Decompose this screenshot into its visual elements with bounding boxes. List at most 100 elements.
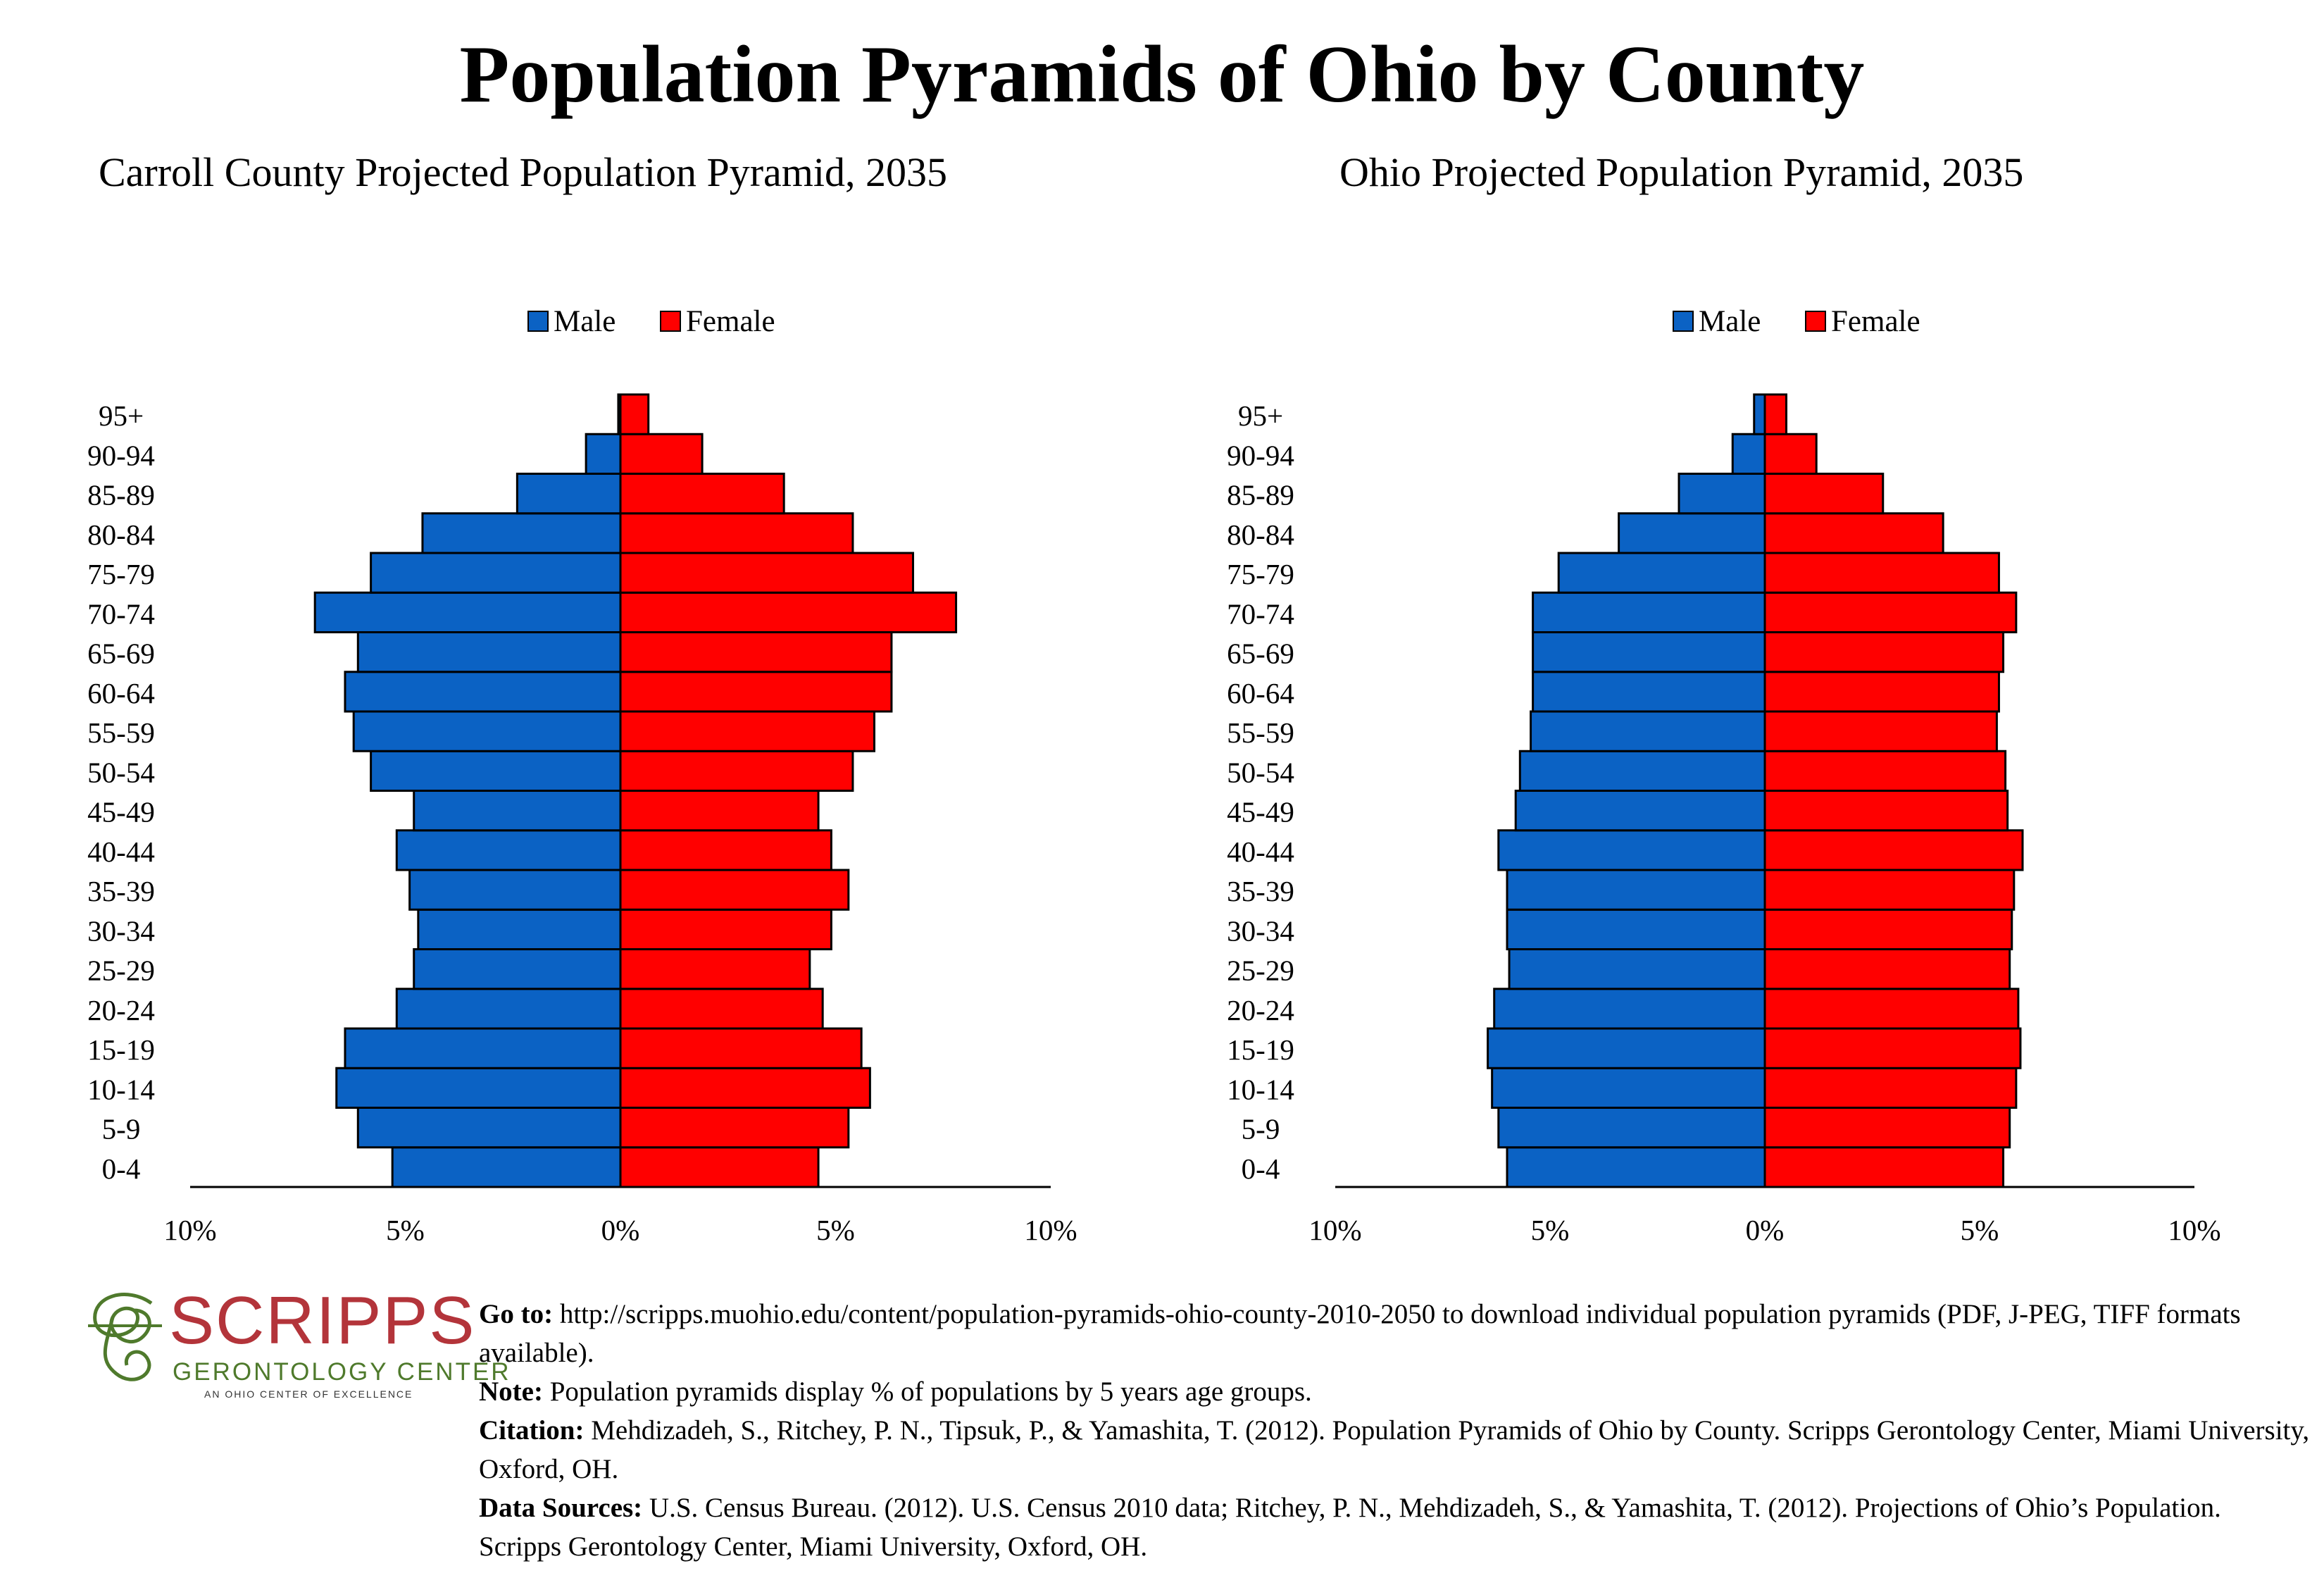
ohio-male-bar-65-69 xyxy=(1532,631,1766,673)
scripps-logo: SCRIPPS GERONTOLOGY CENTER AN OHIO CENTE… xyxy=(85,1282,509,1402)
ohio-age-label-50-54: 50-54 xyxy=(1227,756,1294,788)
ohio-legend-male-label: Male xyxy=(1699,305,1761,338)
carroll-age-label-20-24: 20-24 xyxy=(87,994,155,1026)
ohio-female-bar-15-19 xyxy=(1763,1027,2022,1069)
carroll-age-label-30-34: 30-34 xyxy=(87,914,155,947)
ohio-tick-label-4: 10% xyxy=(2168,1214,2220,1246)
ohio-male-bar-95+ xyxy=(1753,393,1766,435)
carroll-age-label-10-14: 10-14 xyxy=(87,1073,155,1105)
ohio-tick-label-0: 10% xyxy=(1308,1214,1361,1246)
carroll-tick-label-0: 10% xyxy=(163,1214,216,1246)
carroll-legend-female-swatch xyxy=(660,311,681,332)
carroll-female-bar-45-49 xyxy=(619,790,820,832)
note-label: Note: xyxy=(479,1376,543,1407)
carroll-female-bar-10-14 xyxy=(619,1067,871,1109)
ohio-female-bar-85-89 xyxy=(1763,473,1885,515)
ohio-tick-label-2: 0% xyxy=(1746,1214,1785,1246)
ohio-male-bar-15-19 xyxy=(1487,1027,1766,1069)
carroll-male-bar-35-39 xyxy=(408,869,622,911)
carroll-female-bar-20-24 xyxy=(619,988,824,1030)
carroll-female-bar-30-34 xyxy=(619,908,832,950)
ohio-female-bar-95+ xyxy=(1763,393,1787,435)
ohio-tick-label-1: 5% xyxy=(1531,1214,1570,1246)
main-title: Population Pyramids of Ohio by County xyxy=(459,30,1865,120)
ohio-male-bar-60-64 xyxy=(1532,671,1766,713)
ohio-age-label-5-9: 5-9 xyxy=(1242,1113,1280,1145)
ohio-male-bar-50-54 xyxy=(1518,750,1766,792)
carroll-tick-label-1: 5% xyxy=(386,1214,425,1246)
carroll-age-label-75-79: 75-79 xyxy=(87,558,155,590)
ohio-male-bar-75-79 xyxy=(1557,552,1766,594)
carroll-female-bar-35-39 xyxy=(619,869,850,911)
ohio-pyramid-chart: 0-4 5-9 10-14 15-19 20-24 25-29 30-34 35-39 40-4… xyxy=(1227,305,2220,1246)
ohio-male-bar-0-4 xyxy=(1506,1146,1766,1188)
carroll-tick-label-4: 10% xyxy=(1024,1214,1077,1246)
ohio-male-bar-10-14 xyxy=(1491,1067,1766,1109)
carroll-age-label-15-19: 15-19 xyxy=(87,1033,155,1066)
ohio-age-label-80-84: 80-84 xyxy=(1227,518,1294,551)
ohio-female-bar-65-69 xyxy=(1763,631,2005,673)
note-text: Population pyramids display % of populat… xyxy=(542,1376,1312,1407)
carroll-female-bar-70-74 xyxy=(619,591,958,633)
ohio-age-label-25-29: 25-29 xyxy=(1227,955,1294,987)
carroll-female-bar-60-64 xyxy=(619,671,893,713)
carroll-age-label-45-49: 45-49 xyxy=(87,796,155,828)
ohio-age-label-55-59: 55-59 xyxy=(1227,716,1294,749)
ohio-male-bar-25-29 xyxy=(1508,948,1766,990)
carroll-age-label-35-39: 35-39 xyxy=(87,875,155,907)
carroll-age-label-5-9: 5-9 xyxy=(102,1113,141,1145)
carroll-tick-label-3: 5% xyxy=(816,1214,855,1246)
carroll-age-label-60-64: 60-64 xyxy=(87,677,155,709)
ohio-female-bar-75-79 xyxy=(1763,552,2000,594)
ohio-age-label-60-64: 60-64 xyxy=(1227,677,1294,709)
ohio-female-bar-60-64 xyxy=(1763,671,2000,713)
carroll-female-bar-80-84 xyxy=(619,512,854,554)
ohio-male-bar-70-74 xyxy=(1532,591,1766,633)
ohio-female-bar-10-14 xyxy=(1763,1067,2018,1109)
carroll-legend-female-label: Female xyxy=(686,305,775,338)
citation: Citation: Mehdizadeh, S., Ritchey, P. N.… xyxy=(479,1411,2310,1488)
carroll-tick-label-2: 0% xyxy=(601,1214,640,1246)
ohio-age-label-15-19: 15-19 xyxy=(1227,1033,1294,1066)
logo-subtitle: GERONTOLOGY CENTER xyxy=(173,1358,511,1386)
ohio-female-bar-40-44 xyxy=(1763,829,2024,871)
carroll-male-bar-90-94 xyxy=(585,433,622,475)
ohio-age-label-65-69: 65-69 xyxy=(1227,638,1294,670)
carroll-female-bar-40-44 xyxy=(619,829,832,871)
carroll-age-label-90-94: 90-94 xyxy=(87,439,155,471)
ohio-age-label-0-4: 0-4 xyxy=(1242,1152,1280,1185)
ohio-age-label-75-79: 75-79 xyxy=(1227,558,1294,590)
ohio-male-bar-55-59 xyxy=(1530,710,1766,752)
carroll-male-bar-45-49 xyxy=(413,790,622,832)
ohio-age-label-40-44: 40-44 xyxy=(1227,835,1294,868)
ohio-female-bar-45-49 xyxy=(1763,790,2009,832)
carroll-age-label-25-29: 25-29 xyxy=(87,955,155,987)
carroll-male-bar-85-89 xyxy=(516,473,622,515)
carroll-male-bar-20-24 xyxy=(395,988,622,1030)
carroll-female-bar-65-69 xyxy=(619,631,893,673)
carroll-female-bar-25-29 xyxy=(619,948,811,990)
ohio-tick-label-3: 5% xyxy=(1961,1214,1999,1246)
carroll-age-label-70-74: 70-74 xyxy=(87,597,155,630)
ohio-age-label-70-74: 70-74 xyxy=(1227,597,1294,630)
goto-text: http://scripps.muohio.edu/content/popula… xyxy=(479,1299,2241,1368)
ohio-female-bar-70-74 xyxy=(1763,591,2018,633)
sources-label: Data Sources: xyxy=(479,1493,643,1523)
logo-name: SCRIPPS xyxy=(169,1283,476,1358)
ohio-male-bar-35-39 xyxy=(1506,869,1766,911)
ohio-male-bar-20-24 xyxy=(1493,988,1766,1030)
ohio-legend-male-swatch xyxy=(1673,311,1694,332)
ohio-age-label-35-39: 35-39 xyxy=(1227,875,1294,907)
citation-label: Citation: xyxy=(479,1415,585,1446)
carroll-female-bar-75-79 xyxy=(619,552,914,594)
ohio-age-label-10-14: 10-14 xyxy=(1227,1073,1294,1105)
carroll-male-bar-70-74 xyxy=(313,591,622,633)
ohio-age-label-95+: 95+ xyxy=(1238,399,1283,432)
ohio-female-bar-25-29 xyxy=(1763,948,2011,990)
sources-text: U.S. Census Bureau. (2012). U.S. Census … xyxy=(479,1493,2221,1562)
ohio-age-label-90-94: 90-94 xyxy=(1227,439,1294,471)
ohio-age-label-45-49: 45-49 xyxy=(1227,796,1294,828)
carroll-age-label-40-44: 40-44 xyxy=(87,835,155,868)
ohio-male-bar-80-84 xyxy=(1618,512,1766,554)
carroll-chart-title: Carroll County Projected Population Pyra… xyxy=(99,149,948,195)
